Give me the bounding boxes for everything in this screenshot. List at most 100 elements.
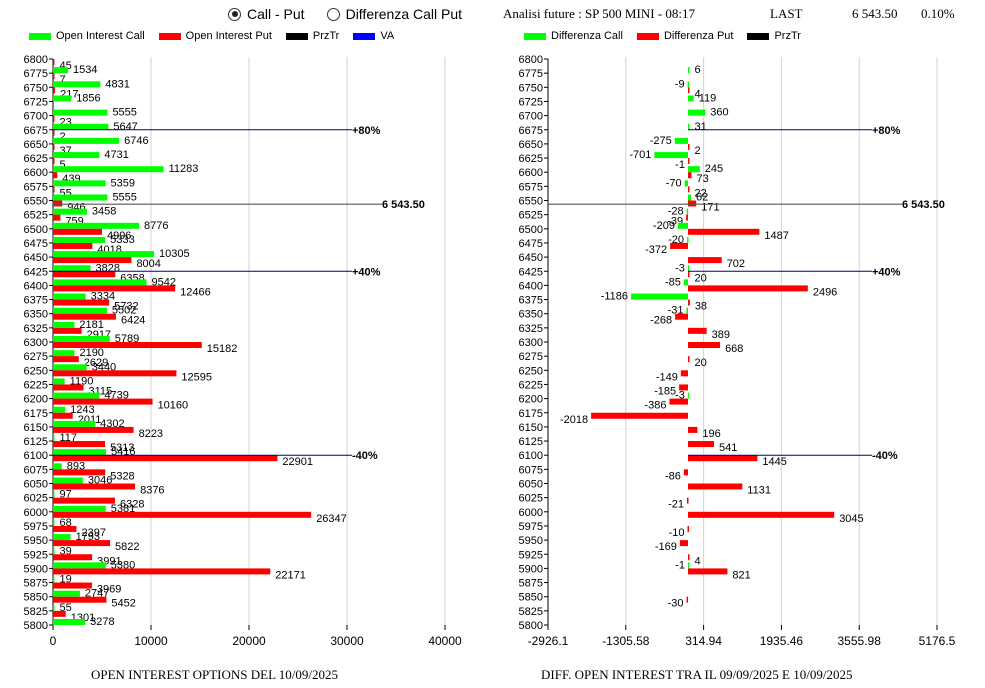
y-tick-label: 5800 — [24, 620, 48, 632]
radio-differenza-call-put[interactable]: Differenza Call Put — [326, 6, 462, 22]
y-tick-label: 6375 — [519, 295, 543, 307]
va-label: +40% — [872, 266, 901, 278]
call-value-label: 3278 — [90, 616, 114, 628]
put-value-label: 2 — [60, 131, 66, 143]
put-bar — [53, 285, 176, 292]
change-percent: 0.10% — [921, 6, 955, 21]
put-bar — [679, 384, 688, 391]
va-label: +80% — [352, 125, 381, 137]
put-value-label: 20 — [695, 357, 707, 369]
put-bar — [687, 525, 690, 532]
legend-item-put: Open Interest Put — [158, 30, 272, 42]
y-tick-label: 6700 — [519, 111, 543, 123]
legend-label: Open Interest Put — [185, 30, 272, 42]
put-value-label: -268 — [650, 315, 672, 327]
put-value-label: 668 — [725, 343, 743, 355]
y-tick-label: 6150 — [24, 422, 48, 434]
call-value-label: -3 — [675, 262, 685, 274]
put-bar — [53, 596, 107, 603]
y-tick-label: 6700 — [24, 111, 48, 123]
y-tick-label: 6075 — [24, 464, 48, 476]
put-value-label: 8376 — [140, 485, 164, 497]
y-tick-label: 6450 — [519, 252, 543, 264]
call-bar — [53, 194, 108, 201]
left-chart-title: OPEN INTEREST OPTIONS DEL 10/09/2025 — [91, 667, 338, 682]
put-bar — [53, 525, 77, 532]
call-bar — [53, 279, 147, 286]
put-value-label: -1 — [675, 159, 685, 171]
y-tick-label: 6650 — [519, 139, 543, 151]
call-bar — [53, 463, 62, 470]
put-bar — [688, 299, 690, 306]
y-tick-label: 6750 — [519, 82, 543, 94]
put-value-label: 38 — [695, 301, 707, 313]
call-bar — [683, 279, 688, 286]
put-bar — [591, 412, 688, 419]
put-value-label: 8004 — [136, 258, 160, 270]
call-bar — [53, 123, 109, 130]
put-bar — [688, 426, 698, 433]
call-bar — [53, 449, 107, 456]
y-tick-label: 6200 — [24, 394, 48, 406]
put-bar — [53, 87, 56, 94]
radio-unselected-icon[interactable] — [326, 7, 340, 21]
y-tick-label: 6250 — [519, 365, 543, 377]
put-value-label: 5452 — [111, 598, 135, 610]
put-bar — [53, 610, 66, 617]
va-label: -40% — [352, 450, 378, 462]
y-tick-label: 6275 — [24, 351, 48, 363]
last-label: LAST — [770, 6, 803, 21]
call-value-label: 245 — [705, 163, 723, 175]
put-bar — [53, 143, 55, 150]
call-bar — [686, 208, 689, 215]
put-bar — [53, 497, 116, 504]
call-bar — [687, 265, 690, 272]
y-tick-label: 6325 — [519, 323, 543, 335]
put-bar — [53, 257, 132, 264]
call-bar — [53, 152, 100, 159]
put-bar — [53, 582, 92, 589]
open-interest-chart: 6800 6775 6750 6725 6700 6675 6650 6625 6600 6575… — [24, 54, 462, 648]
legend-label: VA — [380, 30, 395, 42]
put-bar — [53, 398, 153, 405]
call-bar — [53, 336, 110, 342]
put-bar — [688, 285, 808, 292]
put-bar — [686, 596, 689, 603]
put-bar — [53, 73, 55, 80]
call-bar — [53, 109, 108, 116]
put-value-label: 6328 — [120, 499, 144, 511]
call-value-label: 5555 — [112, 107, 136, 119]
call-bar — [53, 420, 96, 427]
y-tick-label: 6100 — [24, 450, 48, 462]
radio-call-put[interactable]: Call - Put — [228, 6, 305, 22]
call-bar — [53, 67, 69, 74]
legend-swatch-va — [353, 32, 376, 40]
put-value-label: -2018 — [560, 414, 588, 426]
va-label: +80% — [872, 125, 901, 137]
y-tick-label: 6175 — [519, 408, 543, 420]
legend-item-diff-call: Differenza Call — [524, 30, 623, 42]
put-value-label: 541 — [719, 442, 737, 454]
y-tick-label: 6725 — [24, 96, 48, 108]
va-label: +40% — [352, 266, 381, 278]
put-bar — [680, 370, 688, 377]
put-value-label: 4996 — [107, 230, 131, 242]
radio-selected-icon[interactable] — [228, 7, 241, 21]
y-tick-label: 6000 — [519, 507, 543, 519]
put-bar — [688, 200, 697, 207]
y-tick-label: 6350 — [24, 309, 48, 321]
y-tick-label: 6425 — [519, 266, 543, 278]
y-tick-label: 6775 — [24, 68, 48, 80]
x-tick-label: -1305.58 — [602, 634, 650, 648]
put-bar — [53, 554, 93, 561]
call-bar — [53, 406, 66, 413]
call-bar — [684, 180, 688, 187]
y-tick-label: 6150 — [519, 422, 543, 434]
put-bar — [688, 483, 743, 490]
put-bar — [53, 271, 116, 278]
y-tick-label: 6600 — [24, 167, 48, 179]
y-tick-label: 6400 — [519, 280, 543, 292]
put-bar — [53, 115, 55, 122]
call-bar — [688, 123, 690, 130]
